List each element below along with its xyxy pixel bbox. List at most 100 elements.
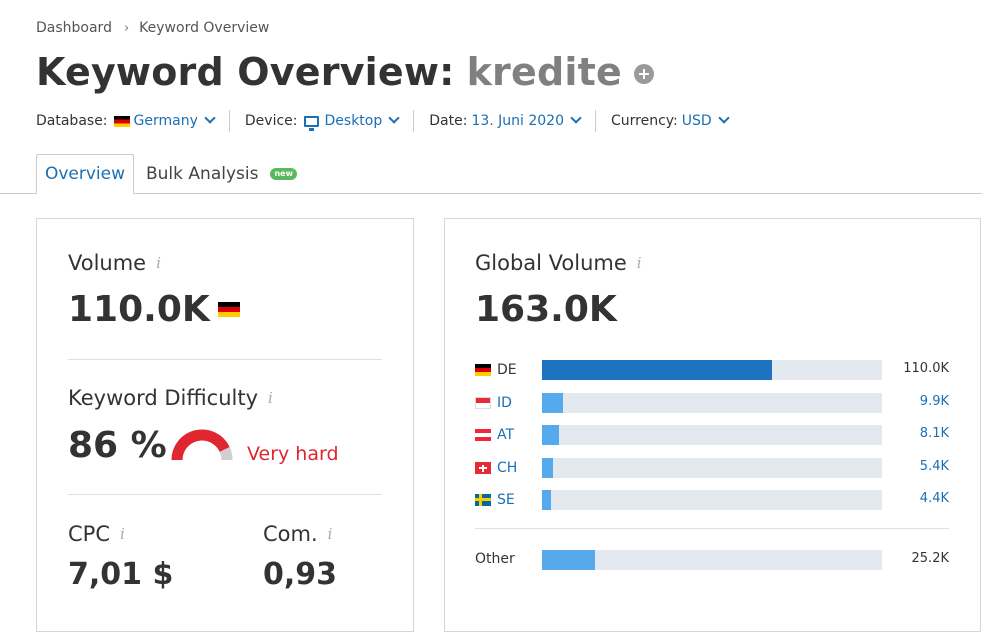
info-icon[interactable]: i <box>327 525 333 543</box>
chevron-down-icon <box>718 112 730 124</box>
volume-label: Volume <box>68 251 147 275</box>
austria-flag-icon <box>475 429 491 441</box>
volume-bar-track <box>542 393 882 413</box>
country-row-se[interactable]: SE 4.4K <box>475 489 953 511</box>
country-row-ch[interactable]: CH 5.4K <box>475 457 953 479</box>
kd-value: 86 % <box>68 425 167 466</box>
info-icon[interactable]: i <box>268 389 273 407</box>
country-volume-link[interactable]: 8.1K <box>919 426 949 441</box>
volume-value: 110.0K <box>68 289 210 330</box>
volume-bar-fill <box>542 425 559 445</box>
divider <box>595 110 596 132</box>
global-volume-label-row: Global Volume i <box>475 251 642 275</box>
currency-label: Currency: <box>611 113 678 129</box>
volume-bar-track <box>542 360 882 380</box>
info-icon[interactable]: i <box>156 254 161 272</box>
germany-flag-icon <box>475 364 491 376</box>
volume-bar-fill <box>542 393 563 413</box>
difficulty-level-text: Very hard <box>247 443 339 465</box>
volume-value-row: 110.0K <box>68 289 240 330</box>
volume-bar-fill <box>542 458 554 478</box>
filter-bar: Database: Germany Device: Desktop Date: … <box>36 110 730 132</box>
com-label-row: Com. i <box>263 522 332 546</box>
chevron-right-icon: › <box>123 20 130 36</box>
tab-bulk-analysis[interactable]: Bulk Analysis new <box>146 154 297 194</box>
tab-overview[interactable]: Overview <box>36 154 134 194</box>
device-label: Device: <box>244 113 298 129</box>
tab-bar: Overview Bulk Analysis new <box>0 154 982 194</box>
kd-label-row: Keyword Difficulty i <box>68 386 273 410</box>
country-code: DE <box>497 362 517 378</box>
keyword-text: kredite <box>466 50 622 94</box>
country-row-de: DE 110.0K <box>475 359 953 381</box>
volume-bar-track <box>542 425 882 445</box>
info-icon[interactable]: i <box>636 254 642 272</box>
volume-bar-track <box>542 550 882 570</box>
device-filter[interactable]: Device: Desktop <box>244 112 400 131</box>
volume-label-row: Volume i <box>68 251 161 275</box>
date-filter[interactable]: Date: 13. Juni 2020 <box>429 112 582 129</box>
germany-flag-icon <box>217 302 240 317</box>
new-badge: new <box>270 168 297 180</box>
kd-label: Keyword Difficulty <box>68 386 259 410</box>
country-volume-link[interactable]: 9.9K <box>919 394 949 409</box>
country-row-id[interactable]: ID 9.9K <box>475 392 953 414</box>
germany-flag-icon <box>113 115 130 127</box>
chevron-down-icon <box>570 112 582 124</box>
switzerland-flag-icon <box>475 462 491 474</box>
chevron-down-icon <box>204 112 216 124</box>
device-value: Desktop <box>324 113 383 129</box>
global-volume-card: Global Volume i 163.0K DE 110.0K ID 9.9K… <box>444 218 981 632</box>
date-value: 13. Juni 2020 <box>471 113 564 129</box>
global-volume-label: Global Volume <box>475 251 627 275</box>
indonesia-flag-icon <box>475 397 491 409</box>
breadcrumb-dashboard-link[interactable]: Dashboard <box>36 20 112 36</box>
country-volume-link[interactable]: 5.4K <box>919 459 949 474</box>
divider <box>68 494 382 495</box>
page-title-text: Keyword Overview: <box>36 50 455 94</box>
volume-bar-fill <box>542 550 595 570</box>
sweden-flag-icon <box>475 494 491 506</box>
volume-bar-track <box>542 458 882 478</box>
other-label: Other <box>475 551 515 567</box>
country-volume-link[interactable]: 4.4K <box>919 491 949 506</box>
info-icon[interactable]: i <box>120 525 125 543</box>
date-label: Date: <box>429 113 468 129</box>
divider <box>413 110 415 132</box>
country-volume: 110.0K <box>903 361 949 376</box>
tab-bulk-analysis-label: Bulk Analysis <box>146 164 259 184</box>
database-label: Database: <box>36 113 108 129</box>
volume-bar-fill <box>542 490 552 510</box>
volume-bar-fill <box>542 360 772 380</box>
country-code-link[interactable]: CH <box>497 460 518 476</box>
keyword-metrics-card: Volume i 110.0K Keyword Difficulty i 86 … <box>36 218 414 632</box>
cpc-value: 7,01 $ <box>68 557 174 592</box>
add-plus-icon[interactable] <box>633 64 654 84</box>
cpc-label: CPC <box>68 522 110 546</box>
page-title: Keyword Overview: kredite <box>36 50 654 94</box>
chevron-down-icon <box>388 112 400 124</box>
currency-filter[interactable]: Currency: USD <box>611 112 730 129</box>
divider <box>68 359 382 360</box>
divider <box>475 528 949 529</box>
country-code-link[interactable]: ID <box>497 395 512 411</box>
currency-value: USD <box>681 113 712 129</box>
breadcrumb: Dashboard › Keyword Overview <box>36 20 269 36</box>
com-value: 0,93 <box>263 557 338 592</box>
com-label: Com. <box>263 522 318 546</box>
breadcrumb-current: Keyword Overview <box>139 20 270 36</box>
divider <box>228 110 230 132</box>
desktop-monitor-icon <box>303 115 319 131</box>
volume-bar-track <box>542 490 882 510</box>
country-row-at[interactable]: AT 8.1K <box>475 424 953 446</box>
database-value: Germany <box>133 113 198 129</box>
database-filter[interactable]: Database: Germany <box>36 112 216 129</box>
difficulty-gauge <box>171 429 233 461</box>
country-code-link[interactable]: AT <box>497 427 515 443</box>
country-row-other: Other 25.2K <box>475 549 953 571</box>
cpc-label-row: CPC i <box>68 522 125 546</box>
other-volume: 25.2K <box>911 551 949 566</box>
global-volume-value: 163.0K <box>475 289 617 330</box>
gauge-fill <box>171 429 230 461</box>
country-code-link[interactable]: SE <box>497 492 515 508</box>
